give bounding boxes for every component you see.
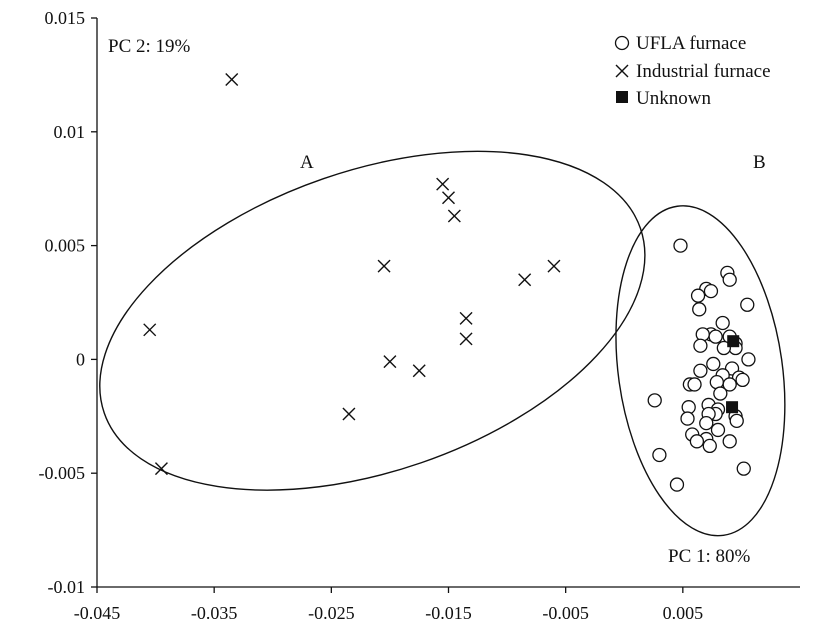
ellipse-group-b xyxy=(615,205,786,537)
y-tick-label: 0.005 xyxy=(45,236,86,256)
ufla-point xyxy=(673,238,688,253)
ufla-point xyxy=(713,386,728,401)
series-ufla-furnace xyxy=(647,238,756,492)
x-tick-label: -0.045 xyxy=(74,603,121,623)
series-unknown xyxy=(726,335,740,414)
industrial-point xyxy=(436,177,450,191)
unknown-point xyxy=(727,335,740,348)
y-tick-label: 0.015 xyxy=(45,8,86,28)
industrial-point xyxy=(143,323,157,337)
ufla-point xyxy=(710,422,726,438)
ellipse-layer xyxy=(99,150,786,537)
industrial-point xyxy=(459,311,473,325)
industrial-point xyxy=(459,332,473,346)
legend-industrial-label: Industrial furnace xyxy=(636,61,771,82)
y-ticks: -0.01 -0.005 0 0.005 0.01 0.015 xyxy=(39,8,97,597)
x-tick-label: -0.015 xyxy=(425,603,472,623)
ellipse-group-a xyxy=(99,150,646,491)
x-ticks: -0.045 -0.035 -0.025 -0.015 -0.005 0.005 xyxy=(74,587,703,623)
industrial-point xyxy=(342,407,356,421)
industrial-point xyxy=(225,72,239,86)
industrial-point xyxy=(377,259,391,273)
y-tick-label: -0.005 xyxy=(39,463,86,483)
industrial-point xyxy=(447,209,461,223)
ufla-point xyxy=(722,272,737,287)
ufla-point xyxy=(735,372,750,388)
ufla-point xyxy=(716,340,731,356)
ufla-point xyxy=(693,338,708,353)
x-tick-label: -0.035 xyxy=(191,603,238,623)
ufla-point xyxy=(647,393,662,408)
ufla-point xyxy=(708,329,723,344)
pc1-annotation: PC 1: 80% xyxy=(668,546,751,567)
ufla-point xyxy=(722,434,737,449)
unknown-point xyxy=(726,401,739,414)
industrial-point xyxy=(442,191,455,205)
pc2-annotation: PC 2: 19% xyxy=(108,36,191,57)
legend-ufla-label: UFLA furnace xyxy=(636,33,746,54)
industrial-point xyxy=(518,273,532,287)
y-tick-label: 0.01 xyxy=(54,122,86,142)
ufla-point xyxy=(687,377,702,392)
legend-ufla-marker xyxy=(614,35,630,51)
ufla-point xyxy=(722,377,737,392)
ufla-point xyxy=(652,447,667,463)
series-industrial-furnace xyxy=(143,72,561,476)
ufla-point xyxy=(715,315,730,331)
y-tick-label: 0 xyxy=(76,349,85,369)
industrial-point xyxy=(547,259,561,273)
ufla-point xyxy=(706,356,721,372)
ufla-point xyxy=(740,297,755,312)
legend-unknown-marker xyxy=(616,91,628,103)
x-tick-label: -0.025 xyxy=(308,603,355,623)
ufla-point xyxy=(736,461,751,476)
legend-industrial-marker xyxy=(615,64,629,78)
ufla-point xyxy=(695,327,710,342)
ufla-point xyxy=(741,352,756,367)
x-tick-label: -0.005 xyxy=(542,603,589,623)
group-a-label: A xyxy=(300,152,314,173)
ufla-point xyxy=(669,477,685,492)
industrial-point xyxy=(412,364,426,378)
y-tick-label: -0.01 xyxy=(48,577,86,597)
industrial-point xyxy=(154,462,168,476)
ufla-point xyxy=(693,363,708,378)
ufla-point xyxy=(680,411,695,426)
legend: UFLA furnace Industrial furnace Unknown xyxy=(614,33,771,109)
ufla-point xyxy=(692,302,707,317)
group-b-label: B xyxy=(753,152,766,173)
ufla-point xyxy=(699,415,714,431)
industrial-point xyxy=(383,355,397,369)
series-layer xyxy=(143,72,756,492)
legend-unknown-label: Unknown xyxy=(636,88,711,109)
ufla-point xyxy=(703,283,719,299)
ufla-point xyxy=(689,434,705,449)
ufla-point xyxy=(702,438,717,454)
x-tick-label: 0.005 xyxy=(663,603,704,623)
ufla-point xyxy=(729,413,744,429)
ufla-point xyxy=(690,288,706,303)
